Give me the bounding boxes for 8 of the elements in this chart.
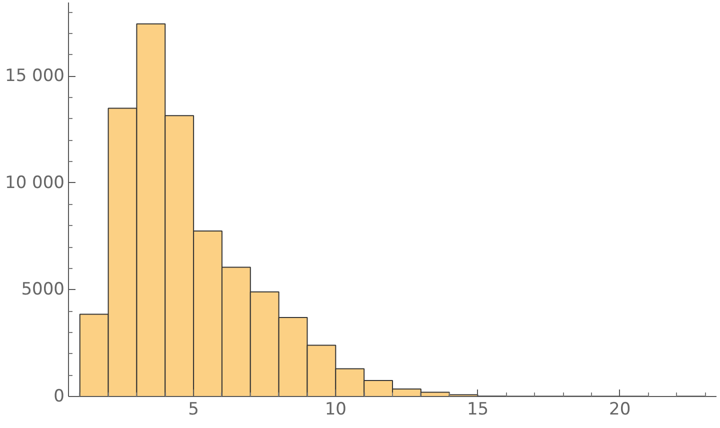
y-tick-label: 10 000 <box>5 172 64 193</box>
x-tick-label: 5 <box>188 400 199 420</box>
y-tick-label: 15 000 <box>5 66 64 86</box>
x-tick-label: 10 <box>324 400 346 420</box>
y-tick-label: 0 <box>54 386 65 406</box>
x-tick-label: 15 <box>466 400 489 420</box>
x-tick-label: 20 <box>609 400 631 420</box>
y-tick-label: 5000 <box>21 280 64 300</box>
